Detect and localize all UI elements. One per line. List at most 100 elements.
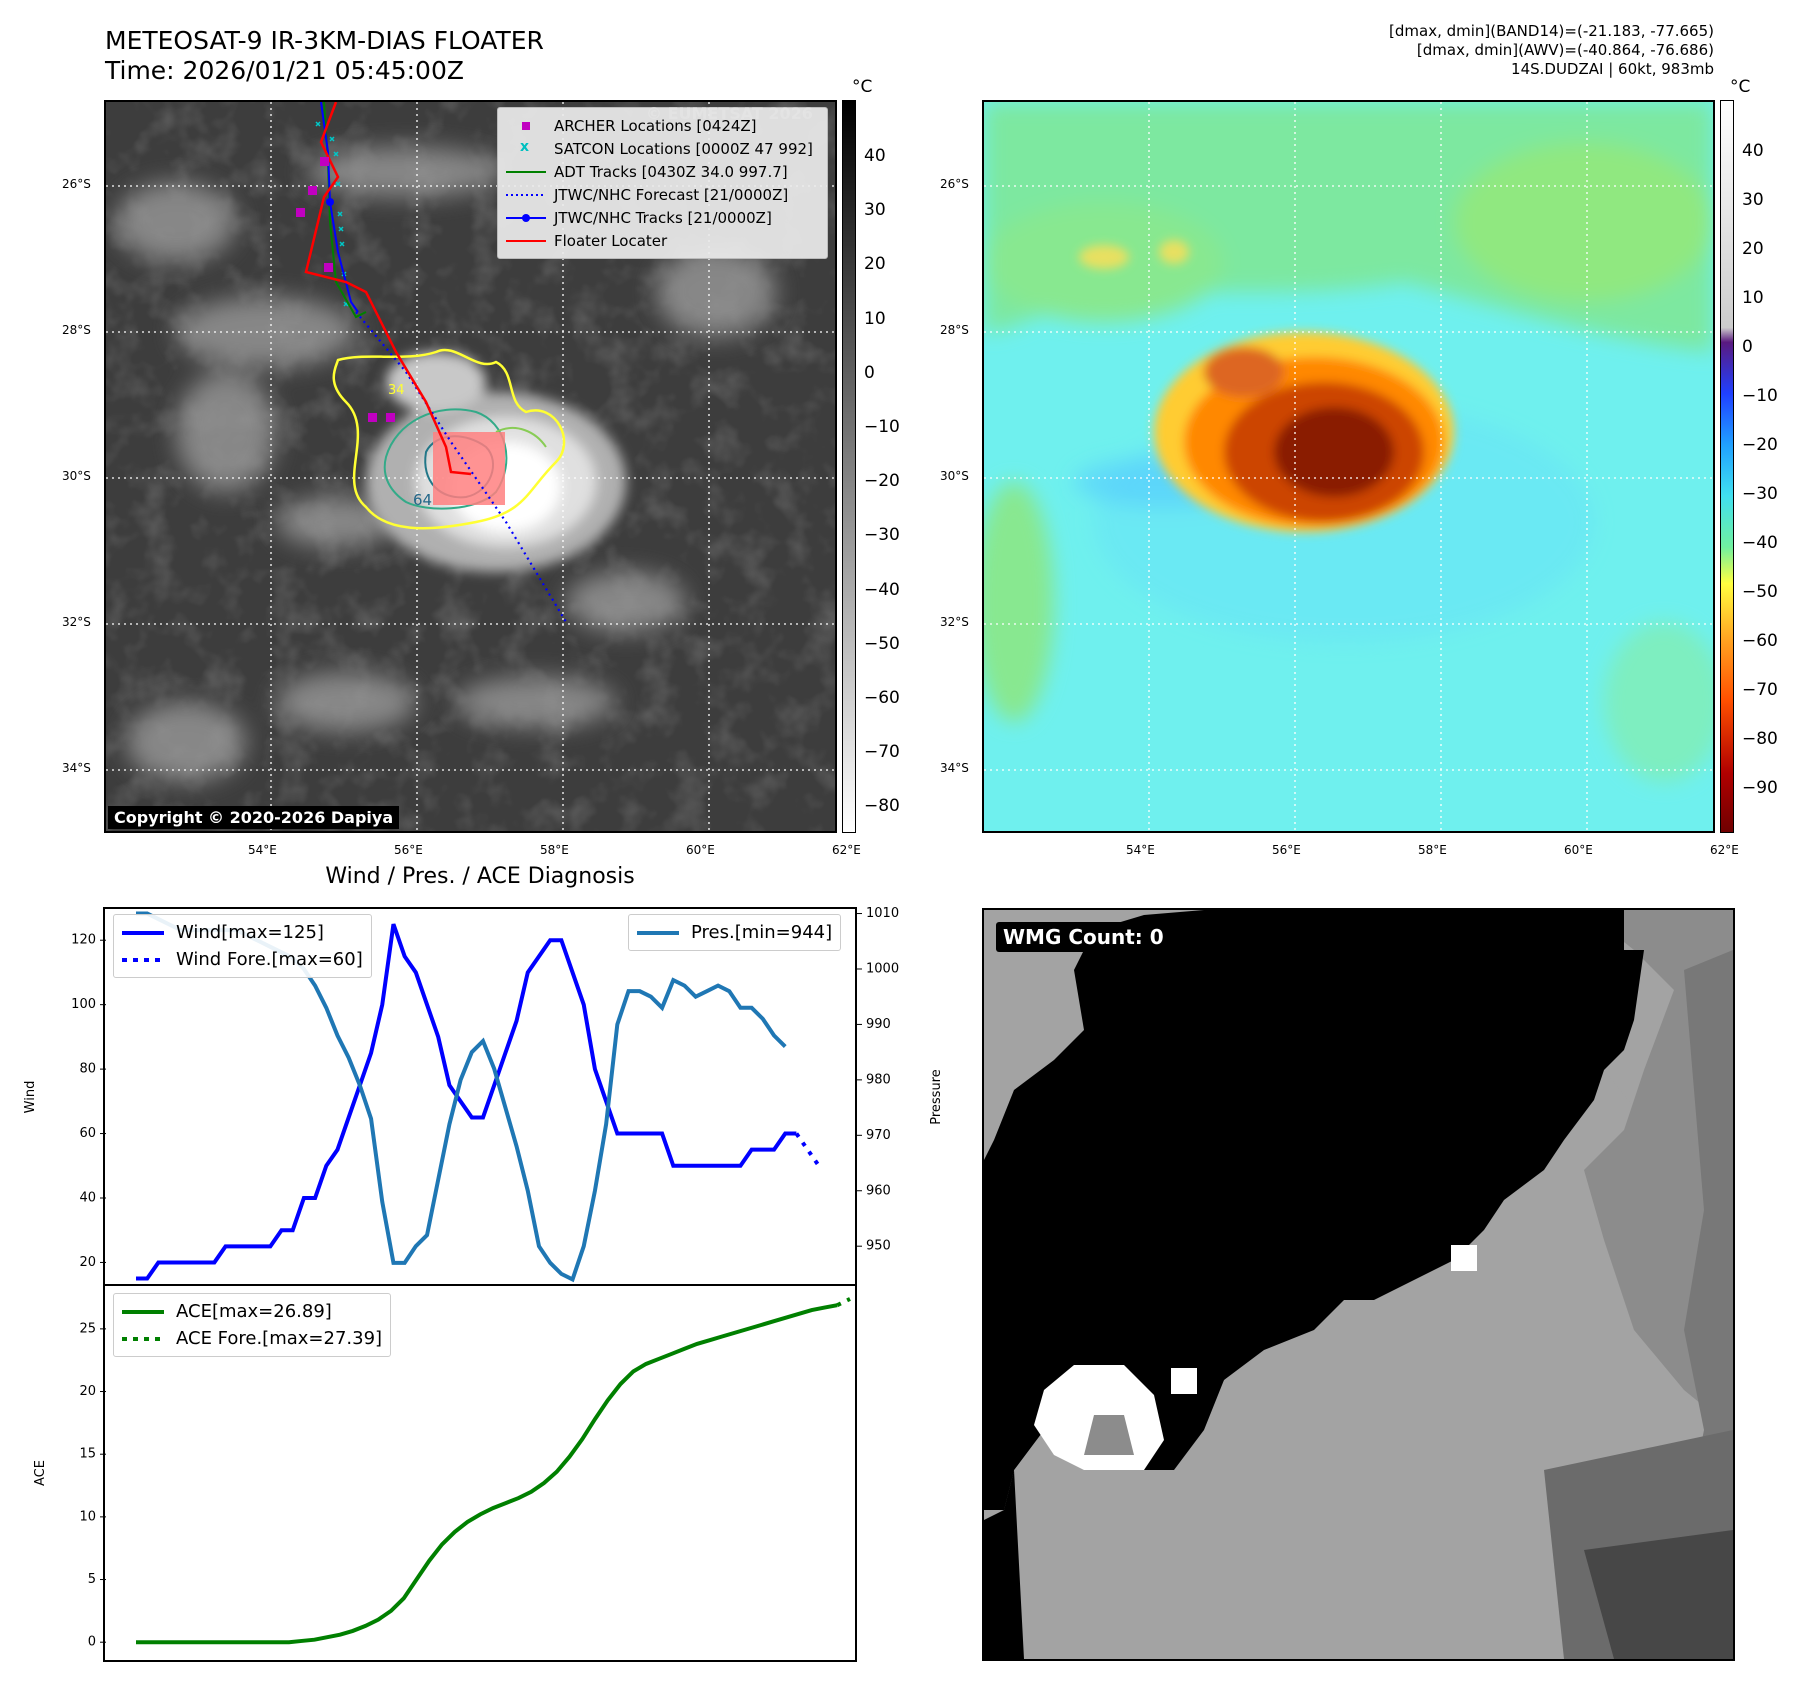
stats-band14: [dmax, dmin](BAND14)=(-21.183, -77.665) xyxy=(1389,22,1714,40)
ace-tick-label: 15 xyxy=(79,1447,96,1462)
colorbar-tick-label: 30 xyxy=(864,200,886,221)
wind-legend-item: Wind[max=125] xyxy=(122,919,363,946)
line-legend-icon xyxy=(506,166,546,178)
title-line-2: Time: 2026/01/21 05:45:00Z xyxy=(105,56,464,85)
line-legend-icon xyxy=(506,235,546,247)
ace-tick-label: 20 xyxy=(79,1384,96,1399)
pressure-tick-label: 1010 xyxy=(866,906,899,921)
colorbar-tick-label: −80 xyxy=(1742,729,1778,749)
lat-tick-label: 30°S xyxy=(62,469,91,483)
colorbar-tick-label: −20 xyxy=(1742,435,1778,455)
map-legend-item: JTWC/NHC Forecast [21/0000Z] xyxy=(506,183,819,206)
pressure-legend: Pres.[min=944] xyxy=(628,914,842,951)
ir-colorbar-unit: °C xyxy=(852,77,873,97)
pressure-tick-label: 970 xyxy=(866,1128,891,1143)
colorbar-tick-label: −10 xyxy=(1742,386,1778,406)
lon-tick-label: 58°E xyxy=(540,843,569,857)
colorbar-tick-label: 40 xyxy=(1742,141,1764,161)
contour-label-64: 64 xyxy=(413,491,432,509)
pressure-axis-label: Pressure xyxy=(929,1069,944,1125)
colorbar-tick-label: −70 xyxy=(864,742,900,763)
pressure-legend-item: Pres.[min=944] xyxy=(637,919,832,946)
lon-tick-label: 56°E xyxy=(1272,843,1301,857)
map-legend-item: ADT Tracks [0430Z 34.0 997.7] xyxy=(506,160,819,183)
wind-tick-label: 60 xyxy=(79,1126,96,1141)
lon-tick-label: 60°E xyxy=(1564,843,1593,857)
wind-legend-label: Wind[max=125] xyxy=(176,922,324,943)
map-legend-item: x SATCON Locations [0000Z 47 992] xyxy=(506,137,819,160)
map-legend-label: JTWC/NHC Forecast [21/0000Z] xyxy=(554,185,789,204)
diagnosis-chart-svg: 20 40 60 80 100 120 950 960 970 980 990 1000 1010 0 5 1… xyxy=(23,906,944,1662)
lon-tick-label: 62°E xyxy=(832,843,861,857)
colorbar-tick-label: −40 xyxy=(1742,533,1778,553)
lat-tick-label: 28°S xyxy=(62,323,91,337)
map-legend-label: JTWC/NHC Tracks [21/0000Z] xyxy=(554,208,772,227)
wv-colorbar xyxy=(1720,100,1734,833)
line-dot-legend-icon xyxy=(506,212,546,224)
contour-34kt xyxy=(332,348,566,530)
jtwc-track xyxy=(320,102,359,313)
colorbar-tick-label: −80 xyxy=(864,796,900,817)
colorbar-tick-label: −30 xyxy=(1742,484,1778,504)
wind-tick-label: 120 xyxy=(71,933,96,948)
ace-legend-label: ACE[max=26.89] xyxy=(176,1301,332,1322)
copyright-badge: Copyright © 2020-2026 Dapiya xyxy=(108,806,400,829)
colorbar-tick-label: −60 xyxy=(1742,631,1778,651)
map-legend-label: ARCHER Locations [0424Z] xyxy=(554,116,757,135)
map-legend-label: ADT Tracks [0430Z 34.0 997.7] xyxy=(554,162,788,181)
colorbar-tick-label: 10 xyxy=(1742,288,1764,308)
colorbar-tick-label: −60 xyxy=(864,688,900,708)
pressure-tick-label: 990 xyxy=(866,1017,891,1032)
pressure-legend-line-icon xyxy=(637,930,679,935)
lon-tick-label: 54°E xyxy=(248,843,277,857)
ir-map-panel: 64 34 ARCHER Locations [0424Z] x SATCON Lo… xyxy=(104,100,837,833)
pressure-tick-label: 980 xyxy=(866,1072,891,1087)
ace-legend-line-icon xyxy=(122,1309,164,1314)
wv-map-panel xyxy=(982,100,1715,833)
map-legend-item: ARCHER Locations [0424Z] xyxy=(506,114,819,137)
ace-axis-label: ACE xyxy=(33,1460,48,1486)
lat-tick-label: 32°S xyxy=(62,615,91,629)
wind-forecast-legend-item: Wind Fore.[max=60] xyxy=(122,946,363,973)
diagnosis-title: Wind / Pres. / ACE Diagnosis xyxy=(325,864,635,889)
square-legend-icon xyxy=(506,120,546,132)
wv-map-svg xyxy=(984,102,1713,831)
lat-tick-label: 30°S xyxy=(940,469,969,483)
map-legend-label: SATCON Locations [0000Z 47 992] xyxy=(554,139,813,158)
x-legend-icon: x xyxy=(520,138,530,155)
colorbar-tick-label: 0 xyxy=(1742,337,1753,357)
lon-tick-label: 60°E xyxy=(686,843,715,857)
map-legend: ARCHER Locations [0424Z] x SATCON Location… xyxy=(497,107,828,259)
ace-tick-label: 10 xyxy=(79,1509,96,1524)
stats-awv: [dmax, dmin](AWV)=(-40.864, -76.686) xyxy=(1416,41,1714,59)
wmg-count-badge: WMG Count: 0 xyxy=(996,922,1171,952)
ace-line xyxy=(136,1303,838,1645)
wv-colorbar-unit: °C xyxy=(1730,77,1751,97)
lon-tick-label: 54°E xyxy=(1126,843,1155,857)
lat-tick-label: 26°S xyxy=(940,177,969,191)
colorbar-tick-label: −40 xyxy=(864,579,900,600)
colorbar-tick-label: 20 xyxy=(1742,239,1764,259)
chart-title: METEOSAT-9 IR-3KM-DIAS FLOATER Time: 202… xyxy=(105,26,544,86)
wind-tick-label: 80 xyxy=(79,1062,96,1077)
pressure-legend-label: Pres.[min=944] xyxy=(691,922,833,943)
archer-markers xyxy=(296,157,395,422)
ace-legend: ACE[max=26.89] ACE Fore.[max=27.39] xyxy=(113,1293,392,1357)
pressure-tick-label: 1000 xyxy=(866,961,899,976)
lat-tick-label: 34°S xyxy=(62,761,91,775)
lon-tick-label: 62°E xyxy=(1710,843,1739,857)
colorbar-tick-label: −90 xyxy=(1742,778,1778,798)
ace-tick-label: 5 xyxy=(88,1572,96,1587)
map-legend-label: Floater Locater xyxy=(554,231,668,250)
satcon-markers xyxy=(315,121,349,307)
floater-locater-track xyxy=(304,102,472,476)
title-line-1: METEOSAT-9 IR-3KM-DIAS FLOATER xyxy=(105,26,544,55)
ace-forecast-legend-label: ACE Fore.[max=27.39] xyxy=(176,1328,383,1349)
lat-tick-label: 28°S xyxy=(940,323,969,337)
lon-tick-label: 56°E xyxy=(394,843,423,857)
map-legend-item: Floater Locater xyxy=(506,229,819,252)
eumetsat-watermark: © EUMETSAT 2026 xyxy=(646,104,813,123)
colorbar-tick-label: 0 xyxy=(864,362,875,383)
colorbar-tick-label: −10 xyxy=(864,417,900,437)
pressure-tick-label: 960 xyxy=(866,1183,891,1198)
